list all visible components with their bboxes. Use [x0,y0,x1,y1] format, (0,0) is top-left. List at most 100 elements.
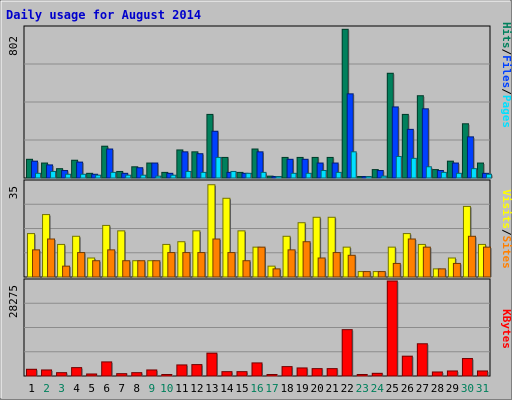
legend-entry: / [500,49,512,56]
bar-pages [365,176,372,179]
x-tick-label: 21 [326,382,339,395]
bar-kbytes [476,370,488,377]
x-tick-label: 10 [160,382,173,395]
x-tick-label: 22 [341,382,354,395]
bar-pages [215,156,222,179]
bar-pages [350,151,357,179]
x-tick-label: 20 [311,382,324,395]
bar-pages [80,173,87,179]
x-tick-label: 31 [476,382,489,395]
bar-pages [395,155,402,179]
bar-sites [317,257,326,278]
bar-sites [107,249,116,278]
bar-kbytes [86,373,98,377]
bar-pages [140,174,147,179]
bar-kbytes [146,369,158,377]
bar-pages [320,170,327,179]
x-tick-label: 16 [250,382,263,395]
x-tick-label: 24 [371,382,385,395]
x-tick-label: 4 [73,382,80,395]
legend-entry: Files [500,55,512,88]
bar-sites [287,249,296,278]
bar-sites [197,252,206,278]
bar-sites [392,262,401,278]
bar-sites [227,252,236,278]
bar-kbytes [461,358,473,377]
bar-kbytes [206,352,218,377]
y-max-label: 802 [7,36,20,56]
bar-kbytes [326,368,338,377]
x-tick-label: 8 [133,382,140,395]
bar-kbytes [281,366,293,377]
bar-pages [290,172,297,179]
bar-sites [332,252,341,278]
bar-sites [122,260,131,278]
bar-sites [152,260,161,278]
bar-pages [185,170,192,179]
x-tick-label: 5 [88,382,95,395]
bar-sites [62,265,71,278]
bar-pages [50,170,57,179]
bar-kbytes [176,364,188,377]
bar-pages [425,166,432,179]
bar-pages [455,172,462,179]
bar-kbytes [431,371,443,377]
legend-entry: Pages [500,95,512,128]
x-axis-labels: 1 2 3 4 5 6 7 8 9 10 11 12 13 14 15 16 17 18 19 20 21 22 23 24 2… [28,382,489,395]
panel-kbytes: 28275 KBytes [7,278,512,377]
bar-kbytes [191,364,203,377]
bar-kbytes [356,374,368,377]
bar-kbytes [446,370,458,377]
bar-kbytes [386,280,398,377]
x-tick-label: 2 [43,382,50,395]
y-max-label: 35 [7,186,20,199]
bar-kbytes [266,374,278,377]
bar-pages [260,171,267,179]
chart-title: Daily usage for August 2014 [6,8,201,22]
y-max-label: 28275 [7,285,20,318]
x-tick-label: 9 [148,382,155,395]
bar-pages [440,171,447,179]
x-tick-label: 13 [205,382,218,395]
x-tick-label: 19 [295,382,308,395]
legend: KBytes [500,309,512,349]
x-tick-label: 18 [280,382,293,395]
bar-pages [305,172,312,179]
bar-sites [452,262,461,278]
bar-pages [485,173,492,179]
bar-kbytes [341,329,353,377]
x-tick-label: 7 [118,382,125,395]
bar-sites [47,238,56,278]
legend: Hits/Files/Pages [500,22,512,128]
bar-sites [437,268,446,278]
bar-kbytes [401,355,413,377]
bar-sites [182,252,191,278]
bar-pages [170,174,177,179]
panel-visits-sites: 35 Visits/Sites [7,179,512,278]
bar-sites [347,254,356,278]
x-tick-label: 25 [386,382,399,395]
bar-pages [200,171,207,179]
bar-pages [335,171,342,179]
bar-pages [410,157,417,179]
bar-kbytes [101,361,113,377]
x-tick-label: 14 [220,382,234,395]
bar-kbytes [251,362,263,377]
legend-entry: Hits [500,22,512,49]
legend-entry: / [500,229,512,236]
bar-kbytes [26,368,38,377]
bar-pages [275,176,282,179]
bar-sites [362,271,371,278]
bar-sites [257,246,266,278]
bar-pages [125,174,132,179]
bar-pages [110,171,117,179]
bar-sites [137,260,146,278]
legend: Visits/Sites [500,189,512,269]
x-tick-label: 11 [175,382,188,395]
x-tick-label: 29 [446,382,459,395]
bar-pages [155,175,162,179]
bar-kbytes [161,374,173,377]
panel-hits-files-pages: 802 Hits/Files/Pages [7,22,512,179]
bar-sites [302,241,311,278]
